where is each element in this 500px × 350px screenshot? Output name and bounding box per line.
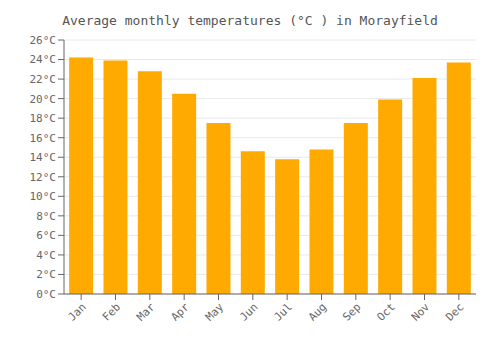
svg-text:Dec: Dec [443, 300, 466, 323]
svg-text:Oct: Oct [375, 300, 398, 323]
svg-text:Mar: Mar [134, 300, 158, 324]
svg-text:Aug: Aug [306, 300, 329, 323]
svg-text:Jun: Jun [237, 300, 260, 323]
svg-text:10°C: 10°C [30, 190, 57, 203]
svg-text:Feb: Feb [100, 300, 123, 323]
svg-text:22°C: 22°C [30, 73, 57, 86]
svg-text:Jan: Jan [66, 300, 89, 323]
svg-text:24°C: 24°C [30, 53, 57, 66]
svg-text:12°C: 12°C [30, 171, 57, 184]
svg-text:14°C: 14°C [30, 151, 57, 164]
svg-text:May: May [203, 300, 227, 324]
svg-text:8°C: 8°C [36, 210, 56, 223]
svg-text:2°C: 2°C [36, 268, 56, 281]
html-text:Average monthly temperatures (: Average monthly temperatures (°C ) in Mo… [62, 13, 438, 28]
svg-text:0°C: 0°C [36, 288, 56, 301]
svg-text:Sep: Sep [340, 300, 363, 323]
svg-text:Jul: Jul [272, 300, 295, 323]
svg-text:16°C: 16°C [30, 132, 57, 145]
svg-text:Apr: Apr [169, 300, 193, 324]
svg-text:Nov: Nov [409, 300, 433, 324]
svg-text:6°C: 6°C [36, 229, 56, 242]
svg-text:4°C: 4°C [36, 249, 56, 262]
svg-text:18°C: 18°C [30, 112, 57, 125]
svg-text:20°C: 20°C [30, 93, 57, 106]
svg-text:26°C: 26°C [30, 34, 57, 47]
